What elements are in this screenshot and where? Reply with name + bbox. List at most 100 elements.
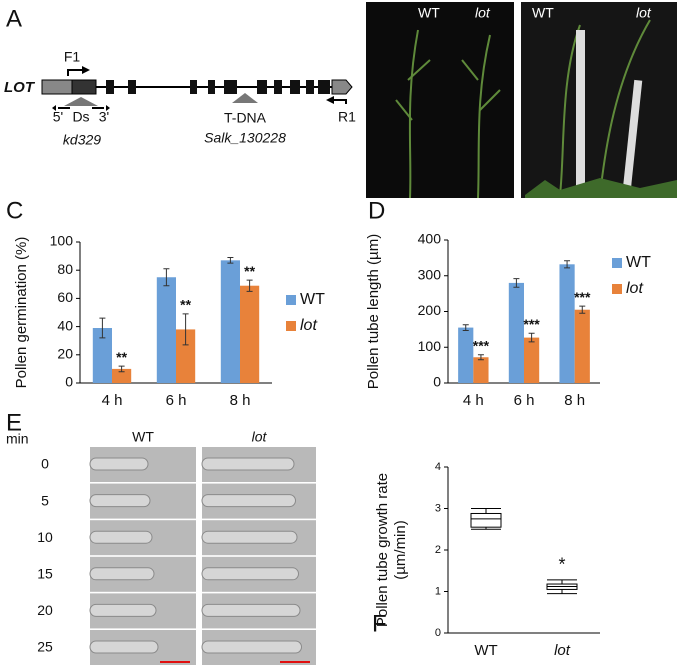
time-label: 15	[37, 566, 53, 582]
legend-swatch	[286, 321, 296, 331]
legend-label: WT	[626, 254, 651, 271]
y-tick-label: 60	[57, 289, 73, 305]
time-label: 25	[37, 639, 53, 655]
error-bar	[477, 354, 484, 361]
error-bar	[99, 317, 106, 339]
pollen-tube	[201, 494, 296, 508]
rosette	[525, 178, 677, 198]
panel-label: F	[372, 610, 387, 637]
bar	[458, 327, 474, 383]
bar	[574, 309, 590, 383]
column-label: lot	[252, 429, 268, 445]
error-bar	[513, 278, 520, 288]
x-tick-label: 8 h	[564, 392, 585, 409]
pollen-tube	[89, 603, 157, 617]
primer-arrow	[334, 99, 347, 104]
legend-label: lot	[300, 317, 317, 334]
y-axis-label: Pollen tube growth rate	[374, 473, 391, 627]
legend-swatch	[612, 284, 622, 294]
primer-arrow	[67, 69, 82, 76]
end-label: 5'	[53, 109, 63, 125]
y-tick-label: 100	[418, 338, 442, 354]
error-bar	[579, 305, 586, 314]
gene-name: LOT	[4, 79, 36, 96]
bar	[473, 357, 489, 383]
y-tick-label: 200	[418, 302, 442, 318]
error-bar	[564, 260, 571, 269]
insert-label: T-DNA	[224, 110, 267, 126]
utr	[331, 79, 353, 95]
allele-label: Salk_130228	[204, 130, 286, 146]
y-tick-label: 400	[418, 231, 442, 247]
panel-label: E	[6, 409, 22, 436]
error-bar	[227, 257, 234, 264]
time-lapse: 0 5 10 15 20 25	[37, 447, 316, 665]
bar	[240, 285, 260, 383]
y-axis-label: Pollen tube length (µm)	[365, 234, 382, 389]
time-label: 20	[37, 602, 53, 618]
y-tick-label: 0	[65, 374, 73, 390]
photo	[366, 2, 514, 198]
arrow-head	[82, 66, 90, 74]
pollen-tube	[89, 567, 155, 581]
error-bar	[246, 279, 253, 292]
end-label: 3'	[99, 109, 109, 125]
whisker-low	[547, 589, 577, 595]
genotype-label: lot	[475, 5, 491, 21]
error-bar	[182, 313, 189, 346]
significance: **	[116, 349, 127, 365]
bar	[220, 260, 240, 383]
bar	[559, 264, 575, 383]
time-label: 0	[41, 456, 49, 472]
column-label: WT	[132, 429, 154, 445]
stake	[622, 79, 643, 196]
arrow-head	[326, 96, 334, 104]
error-bar	[118, 365, 125, 373]
box	[470, 512, 502, 528]
significance: ***	[574, 289, 591, 305]
legend-label: lot	[626, 280, 643, 297]
gene-diagram: LOT F1 5' Ds 3' kd329 T-DNA Salk_130228 …	[4, 49, 356, 148]
panel-label: C	[6, 197, 23, 224]
y-tick-label: 3	[435, 502, 441, 514]
bar	[92, 328, 112, 383]
x-tick-label: 6 h	[166, 392, 187, 409]
genotype-label: WT	[532, 5, 554, 21]
x-tick-label: 6 h	[514, 392, 535, 409]
y-tick-label: 0	[433, 374, 441, 390]
y-tick-label: 0	[435, 627, 441, 639]
bar	[112, 368, 132, 383]
bar	[156, 277, 176, 383]
whisker-high	[547, 579, 577, 585]
pollen-tube	[89, 640, 159, 654]
y-tick-label: 4	[435, 461, 441, 473]
significance: ***	[523, 316, 540, 332]
legend-label: WT	[300, 291, 325, 308]
exons	[106, 80, 330, 94]
insertion	[232, 93, 258, 103]
plant-photos: WT lot WT lot	[366, 2, 677, 199]
panel-label: A	[6, 5, 22, 32]
arrow-head	[106, 105, 110, 111]
allele-label: kd329	[63, 132, 101, 148]
significance: **	[244, 263, 255, 279]
y-tick-label: 1	[435, 585, 441, 597]
pollen-tube	[201, 640, 302, 654]
pollen-tube	[201, 567, 299, 581]
x-tick-label: WT	[474, 642, 497, 659]
pollen-tube	[89, 530, 153, 544]
y-tick-label: 20	[57, 346, 73, 362]
bar	[524, 337, 540, 383]
significance: ***	[473, 337, 490, 353]
genotype-label: lot	[636, 5, 652, 21]
y-tick-label: 100	[50, 233, 74, 249]
bar	[176, 329, 196, 383]
y-tick-label: 2	[435, 544, 441, 556]
y-tick-label: 40	[57, 317, 73, 333]
x-tick-label: 4 h	[463, 392, 484, 409]
y-tick-label: 80	[57, 261, 73, 277]
pollen-tube	[201, 530, 298, 544]
panel-label: D	[368, 197, 385, 224]
utr	[41, 79, 73, 95]
